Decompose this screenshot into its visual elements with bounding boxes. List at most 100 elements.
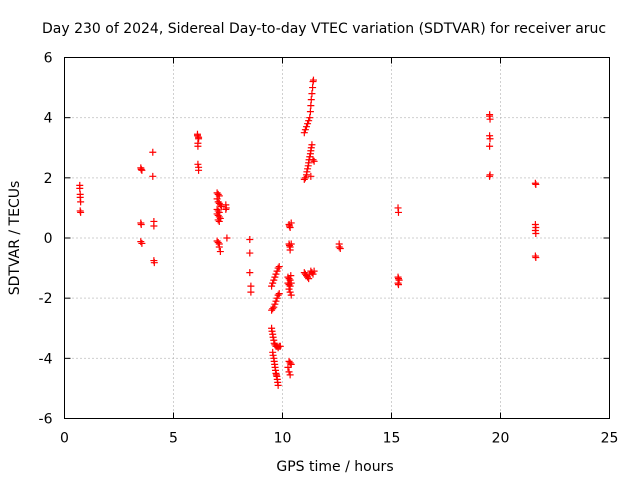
data-point bbox=[222, 205, 230, 213]
data-point bbox=[137, 220, 145, 228]
data-point bbox=[486, 172, 494, 180]
data-point bbox=[486, 135, 494, 143]
data-point bbox=[287, 291, 295, 299]
x-tick-label: 5 bbox=[169, 431, 178, 447]
data-point bbox=[246, 236, 254, 244]
axis-ticks: 0 5 10 15 20 25 -6 -4 -2 0 2 4 6 bbox=[39, 51, 619, 447]
data-point bbox=[77, 198, 85, 206]
data-point bbox=[306, 108, 314, 116]
data-point bbox=[486, 115, 494, 123]
data-point bbox=[268, 327, 276, 335]
data-point bbox=[532, 229, 540, 237]
data-point bbox=[532, 254, 540, 262]
y-tick-label: 2 bbox=[44, 171, 53, 187]
data-point bbox=[213, 195, 221, 203]
data-point bbox=[286, 359, 294, 367]
data-point bbox=[309, 270, 317, 278]
data-point bbox=[304, 165, 312, 173]
data-point bbox=[214, 190, 222, 198]
data-point bbox=[309, 76, 317, 84]
data-point bbox=[287, 279, 295, 287]
data-point bbox=[309, 156, 317, 164]
x-tick-label: 0 bbox=[60, 431, 69, 447]
y-tick-label: 0 bbox=[44, 231, 53, 247]
data-point bbox=[270, 276, 278, 284]
data-point bbox=[273, 267, 281, 275]
data-point bbox=[309, 84, 317, 92]
data-point bbox=[274, 291, 282, 299]
data-point bbox=[308, 90, 316, 98]
data-point bbox=[223, 234, 231, 242]
data-point bbox=[285, 368, 293, 376]
data-point bbox=[286, 371, 294, 379]
data-point bbox=[310, 157, 318, 165]
data-point bbox=[269, 279, 277, 287]
data-point bbox=[269, 333, 277, 341]
data-point bbox=[284, 363, 292, 371]
grid-lines bbox=[64, 57, 610, 419]
data-point bbox=[150, 259, 158, 267]
y-tick-label: 4 bbox=[44, 111, 53, 127]
data-point bbox=[285, 285, 293, 293]
data-point bbox=[149, 172, 157, 180]
data-point bbox=[301, 174, 309, 182]
data-point bbox=[137, 238, 145, 246]
data-points bbox=[76, 76, 540, 389]
data-point bbox=[274, 381, 282, 389]
data-point bbox=[275, 290, 283, 298]
data-point bbox=[306, 114, 314, 122]
x-tick-label: 20 bbox=[492, 431, 510, 447]
data-point bbox=[214, 216, 222, 224]
data-point bbox=[302, 123, 310, 131]
data-point bbox=[307, 172, 315, 180]
data-point bbox=[246, 269, 254, 277]
data-point bbox=[300, 129, 308, 137]
data-point bbox=[247, 282, 255, 290]
data-point bbox=[216, 248, 224, 256]
chart-title: Day 230 of 2024, Sidereal Day-to-day VTE… bbox=[42, 21, 606, 37]
data-point bbox=[301, 126, 309, 134]
x-tick-label: 15 bbox=[383, 431, 401, 447]
data-point bbox=[394, 281, 402, 289]
data-point bbox=[215, 217, 223, 225]
data-point bbox=[307, 144, 315, 152]
data-point bbox=[272, 297, 280, 305]
data-point bbox=[394, 208, 402, 216]
data-point bbox=[77, 208, 85, 216]
data-point bbox=[271, 300, 279, 308]
data-point bbox=[247, 288, 255, 296]
data-point bbox=[305, 275, 313, 283]
data-point bbox=[305, 117, 313, 125]
y-tick-label: -4 bbox=[39, 351, 53, 367]
x-axis-label: GPS time / hours bbox=[276, 459, 393, 475]
y-tick-label: -2 bbox=[39, 291, 53, 307]
data-point bbox=[336, 245, 344, 253]
data-point bbox=[270, 303, 278, 311]
y-tick-label: 6 bbox=[44, 51, 53, 67]
data-point bbox=[271, 273, 279, 281]
data-point bbox=[195, 166, 203, 174]
data-point bbox=[286, 288, 294, 296]
x-tick-label: 10 bbox=[274, 431, 292, 447]
data-point bbox=[275, 263, 283, 271]
y-tick-label: -6 bbox=[39, 412, 53, 428]
data-point bbox=[138, 239, 146, 247]
data-point bbox=[306, 153, 314, 161]
y-axis-label: SDTVAR / TECUs bbox=[7, 181, 23, 296]
data-point bbox=[149, 148, 157, 156]
data-point bbox=[193, 132, 201, 140]
data-point bbox=[274, 264, 282, 272]
data-point bbox=[287, 360, 295, 368]
data-point bbox=[307, 96, 315, 104]
data-point bbox=[286, 223, 294, 231]
data-point bbox=[308, 141, 316, 149]
data-point bbox=[214, 239, 222, 247]
data-point bbox=[395, 276, 403, 284]
data-point bbox=[194, 142, 202, 150]
data-point bbox=[217, 202, 225, 210]
data-point bbox=[486, 142, 494, 150]
data-point bbox=[532, 180, 540, 188]
data-point bbox=[304, 120, 312, 128]
data-point bbox=[215, 243, 223, 251]
